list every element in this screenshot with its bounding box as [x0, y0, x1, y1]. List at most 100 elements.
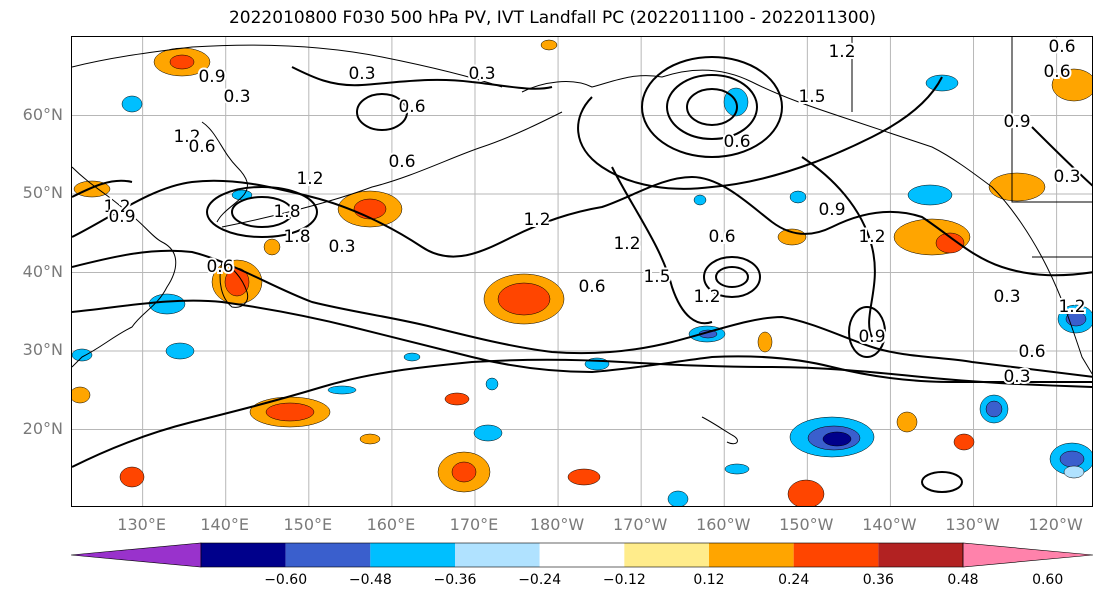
- warm-blob: [935, 232, 965, 254]
- warm-blob: [263, 238, 281, 256]
- contour-label: 0.6: [206, 257, 233, 277]
- colorbar-segment: [455, 543, 540, 567]
- map-panel: 0.3 1.2 1.2 0.6 1.2 1.8 0.9 0.3 0.3 0.6 0.6 1.2 0.6 1…: [71, 36, 1093, 507]
- contour-line: [356, 93, 408, 131]
- colorbar: [70, 542, 1094, 568]
- colorbar-segment: [370, 543, 455, 567]
- contour-line: [921, 471, 963, 493]
- contour-label: 1.2: [858, 227, 885, 247]
- chart-title: 2022010800 F030 500 hPa PV, IVT Landfall…: [228, 8, 876, 28]
- contour-label: 1.2: [296, 169, 323, 189]
- cool-blob: [667, 490, 689, 506]
- contour-label: 1.8: [283, 227, 310, 247]
- warm-blob: [451, 461, 477, 483]
- colorbar-tick-label: 0.36: [862, 572, 894, 588]
- contour-label: 0.6: [188, 137, 215, 157]
- warm-blob: [1051, 68, 1092, 102]
- ivt-shading: [72, 39, 1092, 506]
- cool-blob: [72, 348, 93, 362]
- cool-blob: [693, 194, 707, 206]
- contour-label: 0.6: [708, 227, 735, 247]
- colorbar-segment: [539, 543, 625, 567]
- contour-label: 1.2: [173, 127, 200, 147]
- cool-blob: [165, 342, 195, 360]
- colorbar-segment: [793, 543, 879, 567]
- contour-label: 0.3: [348, 64, 375, 84]
- lat-label: 30°N: [22, 340, 63, 359]
- contour-line: [686, 88, 738, 126]
- warm-blob: [359, 433, 381, 445]
- colorbar-tick-label: −0.48: [348, 572, 392, 588]
- contour-label: 1.2: [613, 234, 640, 254]
- warm-blob: [353, 198, 387, 220]
- cool-blob: [907, 184, 953, 206]
- contour-labels: 0.31.21.20.61.21.80.90.30.30.60.61.20.61…: [101, 37, 1087, 389]
- contour-label: 0.3: [223, 87, 250, 107]
- lat-label: 60°N: [22, 104, 63, 124]
- contour-line: [703, 256, 761, 298]
- warm-blob: [567, 468, 601, 486]
- contour-line: [72, 299, 1092, 384]
- contour-label: 0.6: [398, 97, 425, 117]
- colorbar-segment: [878, 543, 963, 567]
- lon-label: 150°E: [283, 515, 333, 534]
- contour-line: [848, 306, 886, 358]
- contour-label: 0.6: [723, 132, 750, 152]
- contour-line: [641, 56, 783, 158]
- contour-label: 0.9: [1003, 112, 1030, 132]
- contour-line: [72, 179, 133, 198]
- japan-coast: [219, 261, 249, 308]
- contour-line: [577, 76, 943, 190]
- colorbar-tick-label: −0.60: [264, 572, 308, 588]
- contour-label: 0.9: [858, 327, 885, 347]
- contour-label: 0.9: [108, 207, 135, 227]
- lat-label: 40°N: [22, 261, 63, 281]
- cool-blob: [985, 400, 1003, 418]
- warm-blob: [787, 479, 825, 506]
- warm-blob: [72, 386, 91, 404]
- colorbar-tick-label: 0.24: [778, 572, 810, 588]
- contour-line: [231, 196, 293, 228]
- colorbar-segments: [70, 542, 1094, 568]
- contour-label: 0.3: [468, 64, 495, 84]
- colorbar-tick-label: 0.12: [693, 572, 725, 588]
- contour-line: [715, 266, 749, 288]
- contour-label: 1.2: [828, 42, 855, 62]
- contour-line: [801, 156, 876, 338]
- lon-label: 130°E: [117, 515, 166, 534]
- lon-label: 140°W: [862, 515, 917, 534]
- lon-label: 140°E: [200, 515, 250, 534]
- cool-blob: [1065, 311, 1087, 327]
- lon-label: 170°E: [449, 515, 499, 534]
- colorbar-extend-high: [962, 542, 1094, 568]
- warm-blob: [757, 331, 773, 353]
- contour-label: 0.9: [198, 67, 225, 87]
- contour-line: [72, 358, 1092, 468]
- warm-blob: [119, 466, 145, 488]
- warm-blob: [988, 172, 1046, 202]
- cool-blob: [925, 74, 959, 92]
- cool-blob: [1063, 465, 1085, 479]
- cool-blob: [327, 385, 357, 395]
- gridlines: [72, 37, 1092, 506]
- coastlines: [72, 37, 1092, 445]
- contour-label: 0.3: [328, 237, 355, 257]
- lon-label: 160°E: [366, 515, 416, 534]
- map-canvas: 0.31.21.20.61.21.80.90.30.30.60.61.20.61…: [72, 37, 1092, 506]
- contour-label: 1.5: [798, 87, 825, 107]
- aleutian-islands: [221, 111, 563, 228]
- canada-boundary: [851, 37, 1092, 203]
- lon-label: 160°W: [696, 515, 751, 534]
- warm-blob: [540, 39, 558, 51]
- alaska-coast: [521, 69, 1092, 375]
- contour-label: 1.2: [523, 210, 550, 230]
- contour-label: 1.2: [693, 287, 720, 307]
- colorbar-tick-label: −0.36: [433, 572, 477, 588]
- asia-coast: [72, 166, 177, 368]
- hawaii-islands: [701, 416, 738, 445]
- lon-label: 170°W: [612, 515, 668, 534]
- warm-blob: [265, 402, 315, 422]
- contour-label: 0.3: [1053, 167, 1080, 187]
- contour-line: [291, 66, 553, 90]
- contour-label: 1.2: [1058, 297, 1085, 317]
